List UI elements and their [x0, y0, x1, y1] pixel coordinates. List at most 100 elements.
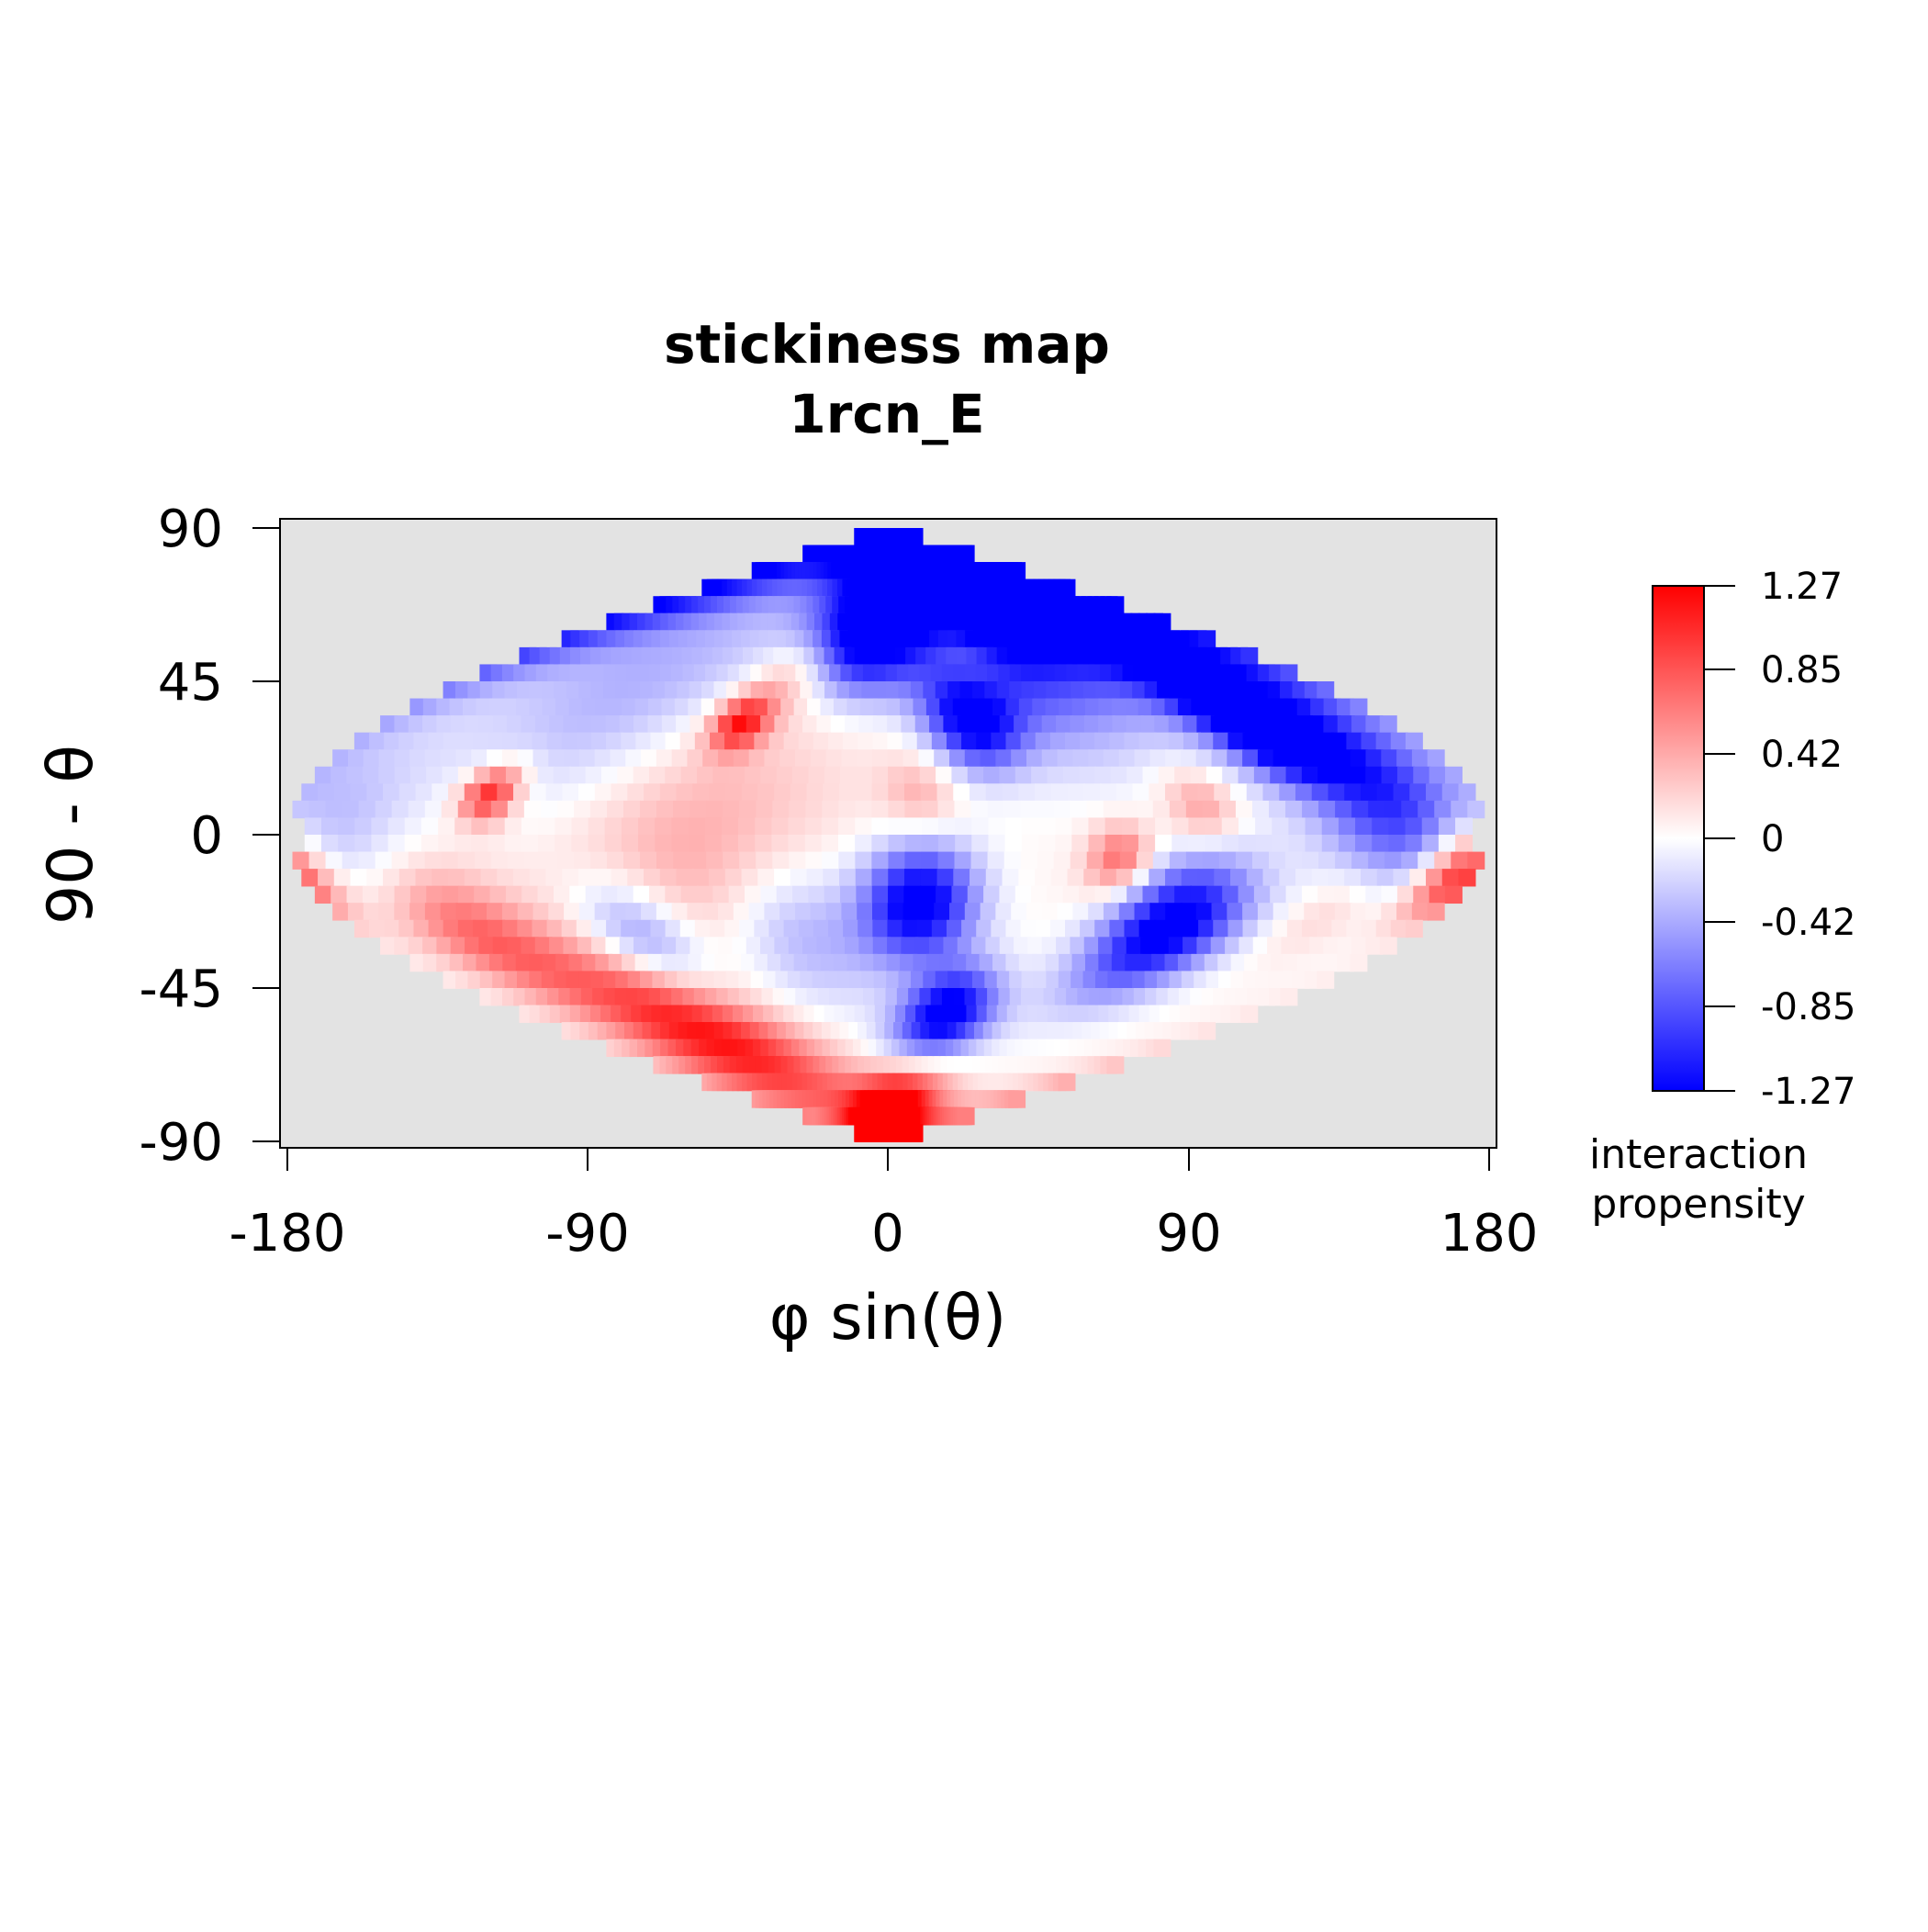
- heatmap-cell: [740, 953, 758, 972]
- heatmap-cell: [648, 953, 666, 972]
- heatmap-cell: [816, 937, 835, 955]
- heatmap-cell: [1183, 732, 1201, 751]
- heatmap-cell: [1365, 749, 1384, 768]
- heatmap-cell: [983, 885, 1002, 904]
- heatmap-cell: [776, 766, 794, 785]
- heatmap-cell: [760, 937, 779, 955]
- heatmap-cell: [607, 800, 624, 819]
- heatmap-cell: [1035, 732, 1053, 751]
- heatmap-cell: [704, 835, 723, 853]
- heatmap-cell: [1227, 732, 1246, 751]
- heatmap-cell: [756, 851, 774, 870]
- heatmap-cell: [1355, 817, 1373, 836]
- heatmap-cell: [1211, 903, 1229, 921]
- heatmap-cell: [921, 835, 939, 853]
- heatmap-cell: [951, 885, 970, 904]
- heatmap-cell: [517, 732, 535, 751]
- heatmap-cell: [919, 766, 937, 785]
- heatmap-cell: [398, 919, 417, 938]
- heatmap-cell: [1426, 783, 1443, 802]
- heatmap-cell: [676, 715, 694, 734]
- heatmap-cell: [513, 783, 532, 802]
- heatmap-cell: [1067, 783, 1085, 802]
- heatmap-cell: [634, 698, 653, 716]
- heatmap-cell: [623, 851, 641, 870]
- heatmap-cell: [754, 953, 772, 972]
- heatmap-cell: [610, 749, 628, 768]
- colorbar: 1.27 0.85 0.42 0 -0.42 -0.85 -1.27 inter…: [1589, 566, 1855, 1228]
- heatmap-cell: [1041, 715, 1059, 734]
- heatmap-cell: [856, 766, 874, 785]
- heatmap-cell: [937, 800, 956, 819]
- heatmap-cell: [676, 783, 694, 802]
- heatmap-cell: [369, 919, 387, 938]
- heatmap-cell: [591, 937, 610, 955]
- heatmap-cell: [1405, 919, 1423, 938]
- heatmap-cell: [810, 903, 828, 921]
- heatmap-cell: [1158, 885, 1176, 904]
- heatmap-cell: [723, 800, 741, 819]
- heatmap-cell: [970, 800, 989, 819]
- heatmap-cell: [1027, 715, 1046, 734]
- heatmap-cell: [1365, 903, 1384, 921]
- heatmap-cell: [338, 835, 356, 853]
- x-tick-label: 90: [1156, 1204, 1221, 1264]
- heatmap-cell: [320, 817, 339, 836]
- heatmap-cell: [987, 851, 1005, 870]
- heatmap-cell: [992, 698, 1010, 716]
- heatmap-cell: [661, 698, 679, 716]
- heatmap-cell: [350, 783, 368, 802]
- heatmap-cell: [795, 749, 813, 768]
- heatmap-cell: [424, 851, 443, 870]
- heatmap-cell: [855, 817, 873, 836]
- heatmap-cell: [1438, 817, 1456, 836]
- heatmap-cell: [1124, 919, 1142, 938]
- heatmap-cell: [331, 766, 349, 785]
- heatmap-cell: [1041, 937, 1059, 955]
- heatmap-cell: [606, 919, 624, 938]
- heatmap-cell: [1031, 885, 1049, 904]
- heatmap-cell: [501, 903, 520, 921]
- heatmap-cell: [521, 766, 540, 785]
- heatmap-cell: [1071, 953, 1090, 972]
- heatmap-cell: [424, 903, 443, 921]
- heatmap-cell: [1337, 953, 1354, 972]
- heatmap-cell: [1109, 919, 1127, 938]
- heatmap-cell: [855, 800, 873, 819]
- heatmap-cell: [571, 817, 589, 836]
- heatmap-cell: [1104, 835, 1123, 853]
- heatmap-cell: [422, 937, 441, 955]
- chart-subtitle: 1rcn_E: [789, 383, 984, 445]
- colorbar-label: propensity: [1591, 1181, 1805, 1228]
- heatmap-cell: [1198, 919, 1216, 938]
- heatmap-cell: [1381, 885, 1399, 904]
- heatmap-cell: [1441, 783, 1460, 802]
- heatmap-cell: [502, 953, 521, 972]
- heatmap-cell: [1057, 903, 1075, 921]
- heatmap-cell: [1331, 919, 1350, 938]
- heatmap-cell: [955, 817, 973, 836]
- heatmap-cell: [1064, 732, 1082, 751]
- heatmap-cell: [555, 817, 573, 836]
- heatmap-cell: [961, 919, 980, 938]
- heatmap-cell: [936, 885, 954, 904]
- y-tick-label: 90: [158, 500, 223, 559]
- heatmap-cell: [474, 851, 492, 870]
- heatmap-cell: [1335, 851, 1353, 870]
- heatmap-cell: [354, 835, 373, 853]
- heatmap-cell: [934, 749, 952, 768]
- heatmap-cell: [1288, 835, 1306, 853]
- heatmap-cell: [378, 766, 397, 785]
- heatmap-cell: [946, 919, 964, 938]
- heatmap-cell: [838, 817, 856, 836]
- heatmap-cell: [871, 817, 890, 836]
- heatmap-cell: [1285, 766, 1304, 785]
- heatmap-cell: [1026, 749, 1044, 768]
- heatmap-cell: [1132, 783, 1150, 802]
- x-tick-label: 0: [871, 1204, 904, 1264]
- heatmap-cell: [415, 783, 433, 802]
- heatmap-cell: [856, 885, 874, 904]
- heatmap-cell: [1238, 766, 1256, 785]
- heatmap-cell: [369, 732, 387, 751]
- heatmap-cell: [774, 869, 792, 887]
